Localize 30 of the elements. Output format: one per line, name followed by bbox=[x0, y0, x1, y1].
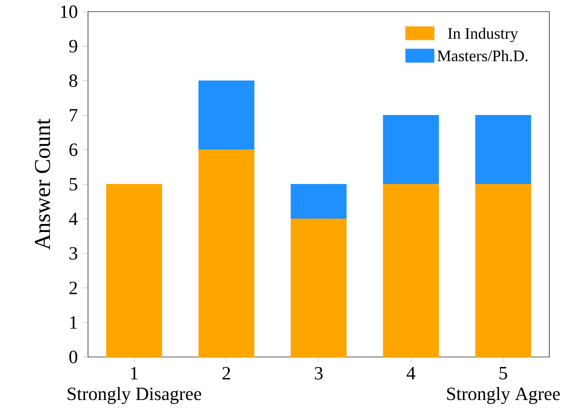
bar bbox=[382, 114, 439, 185]
bar bbox=[290, 184, 347, 220]
y-tick-label: 9 bbox=[69, 40, 78, 52]
x-tick-label: 2 bbox=[222, 367, 230, 380]
x-tick-label: 4 bbox=[406, 367, 416, 380]
y-tick-label: 6 bbox=[69, 144, 78, 156]
bar bbox=[198, 80, 254, 150]
text: Strongly Disagree bbox=[68, 387, 202, 404]
y-tick-label: 1 bbox=[70, 316, 77, 329]
y-tick-label: 2 bbox=[69, 282, 77, 294]
legend-label: In Industry bbox=[448, 28, 518, 42]
y-tick-label: 7 bbox=[70, 109, 78, 122]
text: Strongly Agree bbox=[447, 387, 560, 404]
bar bbox=[475, 114, 532, 185]
y-tick-label: 10 bbox=[60, 5, 78, 18]
x-tick-label: 3 bbox=[314, 367, 323, 380]
bar bbox=[382, 184, 439, 358]
bar bbox=[290, 218, 347, 358]
x-tick-label: 5 bbox=[500, 367, 508, 380]
bar bbox=[198, 150, 254, 358]
y-tick-label: 4 bbox=[68, 212, 78, 225]
y-tick-label: 5 bbox=[70, 178, 78, 191]
y-tick-label: 0 bbox=[69, 350, 78, 364]
y-axis-title: Answer Count bbox=[34, 118, 50, 250]
y-tick-label: 8 bbox=[69, 74, 78, 88]
legend-label: Masters/Ph.D. bbox=[437, 50, 528, 62]
bar bbox=[106, 184, 162, 358]
x-tick-label: 1 bbox=[131, 367, 138, 380]
y-tick-label: 3 bbox=[70, 247, 78, 260]
bar bbox=[475, 184, 532, 358]
